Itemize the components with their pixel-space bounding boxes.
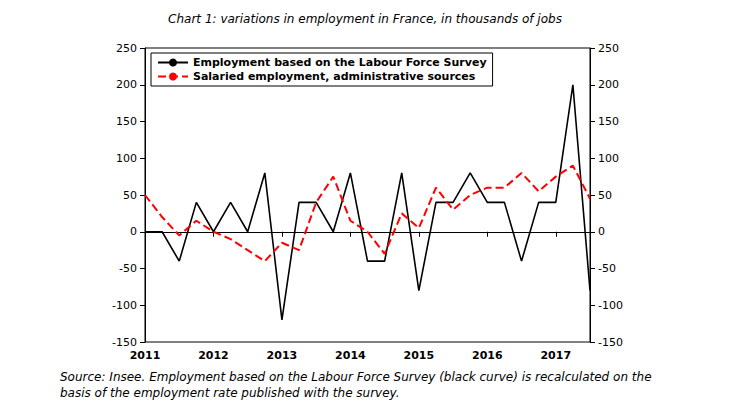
svg-text:150: 150: [598, 115, 619, 128]
svg-text:2017: 2017: [540, 349, 571, 362]
svg-text:50: 50: [598, 189, 612, 202]
svg-text:2013: 2013: [267, 349, 298, 362]
svg-text:Salaried employment, administr: Salaried employment, administrative sour…: [193, 70, 476, 83]
svg-text:basis of the employment rate p: basis of the employment rate published w…: [60, 386, 400, 400]
svg-text:-100: -100: [598, 299, 623, 312]
svg-text:0: 0: [598, 225, 605, 238]
svg-text:2016: 2016: [472, 349, 503, 362]
svg-text:0: 0: [130, 225, 137, 238]
svg-text:-50: -50: [119, 262, 137, 275]
svg-text:Employment based on the Labour: Employment based on the Labour Force Sur…: [193, 56, 487, 69]
svg-text:150: 150: [116, 115, 137, 128]
svg-text:2014: 2014: [335, 349, 366, 362]
svg-text:2015: 2015: [404, 349, 435, 362]
svg-text:Source: Insee. Employment base: Source: Insee. Employment based on the L…: [60, 370, 655, 384]
svg-text:2012: 2012: [198, 349, 229, 362]
svg-text:200: 200: [116, 78, 137, 91]
svg-text:2011: 2011: [130, 349, 161, 362]
svg-text:250: 250: [116, 42, 137, 55]
svg-text:Chart 1: variations in employm: Chart 1: variations in employment in Fra…: [168, 12, 562, 26]
svg-text:100: 100: [598, 152, 619, 165]
svg-text:100: 100: [116, 152, 137, 165]
svg-text:50: 50: [123, 189, 137, 202]
svg-text:200: 200: [598, 78, 619, 91]
svg-text:250: 250: [598, 42, 619, 55]
svg-text:-150: -150: [598, 336, 623, 349]
svg-text:-100: -100: [112, 299, 137, 312]
svg-text:-50: -50: [598, 262, 616, 275]
svg-text:-150: -150: [112, 336, 137, 349]
